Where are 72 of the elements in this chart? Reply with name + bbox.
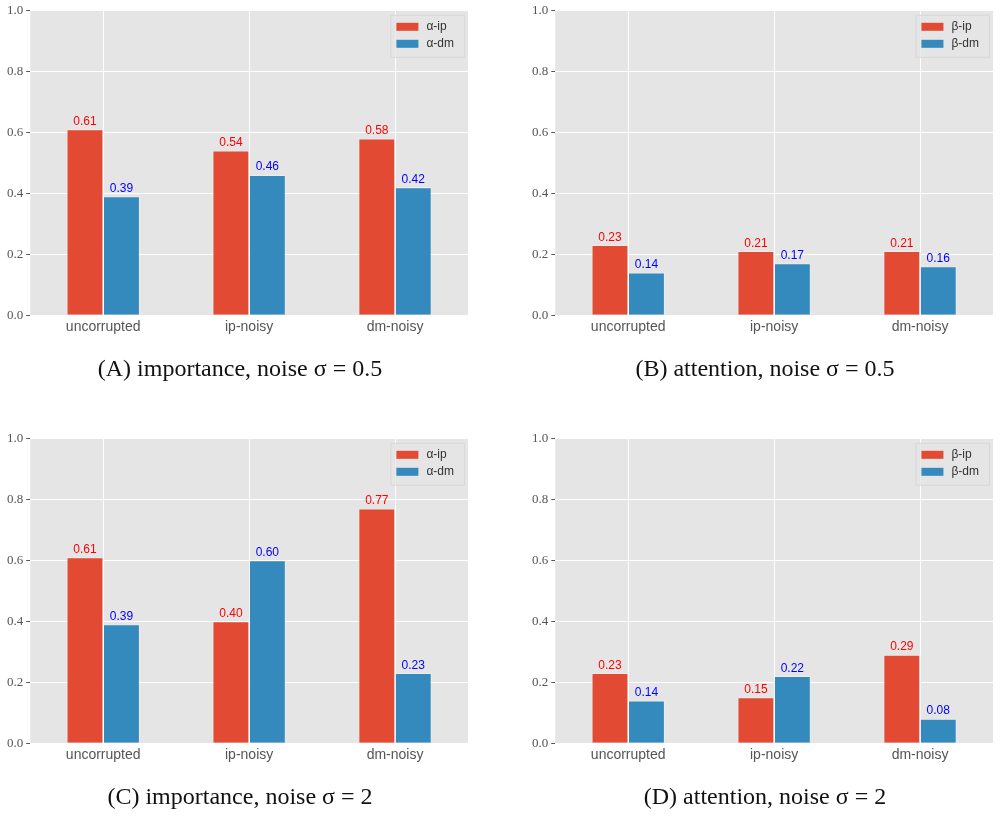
- data-label: 0.46: [255, 159, 280, 174]
- legend-label: β-dm: [951, 464, 980, 479]
- data-label: 0.42: [401, 171, 426, 186]
- data-label: 0.21: [744, 235, 768, 250]
- data-label: 0.15: [744, 681, 768, 696]
- data-label: 0.16: [926, 250, 951, 265]
- x-tick-label: uncorrupted: [590, 318, 666, 335]
- text: (C) importance, noise σ = 2: [106, 783, 374, 810]
- text: (A) importance, noise σ = 0.5: [96, 355, 384, 382]
- data-label: 0.23: [598, 229, 622, 244]
- y-tick-label: 0.2: [7, 245, 24, 261]
- data-label: 0.14: [634, 256, 659, 271]
- y-tick-label: 0.8: [532, 63, 549, 79]
- text: (B) attention, noise σ = 0.5: [634, 355, 896, 382]
- data-label: 0.23: [401, 657, 426, 672]
- data-label: 0.22: [780, 660, 805, 675]
- legend-label: β-ip: [951, 19, 972, 34]
- legend-label: β-dm: [951, 36, 980, 51]
- data-label: 0.61: [73, 113, 97, 128]
- x-tick-label: ip-noisy: [750, 318, 799, 335]
- y-tick-label: 1.0: [7, 430, 24, 446]
- legend-label: α-ip: [426, 447, 447, 462]
- data-label: 0.54: [219, 135, 243, 150]
- data-label: 0.77: [365, 493, 389, 508]
- x-tick-label: uncorrupted: [65, 318, 141, 335]
- y-tick-label: 0.6: [532, 123, 549, 139]
- y-tick-label: 0.4: [532, 612, 549, 628]
- y-tick-label: 0.2: [532, 673, 549, 689]
- legend-label: α-ip: [426, 19, 447, 34]
- data-label: 0.61: [73, 541, 97, 556]
- data-label: 0.60: [255, 544, 280, 559]
- y-tick-label: 0.2: [7, 673, 24, 689]
- y-tick-label: 0.2: [532, 245, 549, 261]
- data-label: 0.17: [780, 247, 805, 262]
- data-label: 0.58: [365, 122, 389, 137]
- y-tick-label: 1.0: [532, 430, 549, 446]
- y-tick-label: 0.4: [532, 184, 549, 200]
- y-tick-label: 0.0: [7, 734, 24, 750]
- x-tick-label: dm-noisy: [366, 318, 424, 335]
- y-tick-label: 0.6: [7, 123, 24, 139]
- y-tick-label: 0.8: [532, 491, 549, 507]
- data-label: 0.39: [109, 180, 134, 195]
- y-tick-label: 1.0: [7, 2, 24, 18]
- data-label: 0.29: [890, 639, 914, 654]
- legend-label: α-dm: [426, 36, 455, 51]
- x-tick-label: dm-noisy: [366, 746, 424, 763]
- y-tick-label: 0.4: [7, 612, 24, 628]
- x-tick-label: dm-noisy: [891, 318, 949, 335]
- data-label: 0.40: [219, 605, 243, 620]
- data-label: 0.21: [890, 235, 914, 250]
- legend-label: α-dm: [426, 464, 455, 479]
- y-tick-label: 0.6: [7, 551, 24, 567]
- data-label: 0.39: [109, 608, 134, 623]
- data-label: 0.08: [926, 703, 951, 718]
- y-tick-label: 0.4: [7, 184, 24, 200]
- x-tick-label: ip-noisy: [750, 746, 799, 763]
- data-label: 0.23: [598, 657, 622, 672]
- x-tick-label: uncorrupted: [65, 746, 141, 763]
- y-tick-label: 1.0: [532, 2, 549, 18]
- y-tick-label: 0.0: [7, 306, 24, 322]
- data-label: 0.14: [634, 684, 659, 699]
- y-tick-label: 0.0: [532, 734, 549, 750]
- x-tick-label: ip-noisy: [225, 746, 274, 763]
- x-tick-label: uncorrupted: [590, 746, 666, 763]
- y-tick-label: 0.6: [532, 551, 549, 567]
- legend-label: β-ip: [951, 447, 972, 462]
- text: (D) attention, noise σ = 2: [642, 783, 888, 810]
- y-tick-label: 0.0: [532, 306, 549, 322]
- x-tick-label: ip-noisy: [225, 318, 274, 335]
- x-tick-label: dm-noisy: [891, 746, 949, 763]
- y-tick-label: 0.8: [7, 63, 24, 79]
- y-tick-label: 0.8: [7, 491, 24, 507]
